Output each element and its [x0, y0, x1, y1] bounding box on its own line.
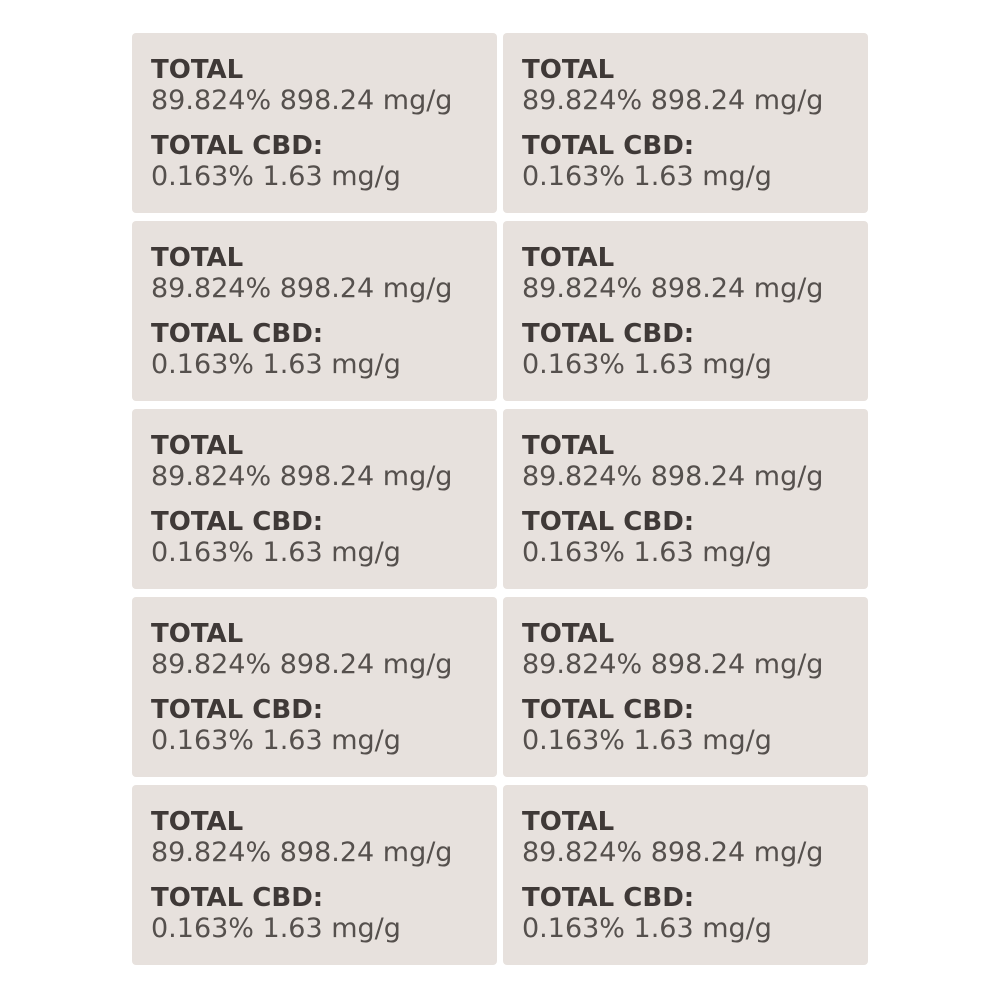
potency-label: TOTAL 89.824% 898.24 mg/g TOTAL CBD: 0.1… [132, 785, 497, 965]
total-value: 89.824% 898.24 mg/g [522, 273, 824, 304]
total-heading: TOTAL [151, 807, 244, 837]
total-cbd-value: 0.163% 1.63 mg/g [151, 725, 401, 756]
total-heading: TOTAL [522, 807, 615, 837]
total-value: 89.824% 898.24 mg/g [151, 273, 453, 304]
total-value: 89.824% 898.24 mg/g [151, 461, 453, 492]
total-value: 89.824% 898.24 mg/g [151, 837, 453, 868]
total-cbd-value: 0.163% 1.63 mg/g [151, 349, 401, 380]
total-cbd-heading: TOTAL CBD: [151, 507, 324, 537]
total-value: 89.824% 898.24 mg/g [522, 837, 824, 868]
total-cbd-value: 0.163% 1.63 mg/g [522, 349, 772, 380]
potency-label: TOTAL 89.824% 898.24 mg/g TOTAL CBD: 0.1… [132, 597, 497, 777]
potency-label: TOTAL 89.824% 898.24 mg/g TOTAL CBD: 0.1… [503, 785, 868, 965]
total-cbd-heading: TOTAL CBD: [151, 319, 324, 349]
total-cbd-heading: TOTAL CBD: [522, 131, 695, 161]
total-cbd-value: 0.163% 1.63 mg/g [151, 537, 401, 568]
potency-label: TOTAL 89.824% 898.24 mg/g TOTAL CBD: 0.1… [503, 33, 868, 213]
total-value: 89.824% 898.24 mg/g [522, 461, 824, 492]
total-cbd-heading: TOTAL CBD: [522, 319, 695, 349]
total-value: 89.824% 898.24 mg/g [522, 85, 824, 116]
total-cbd-heading: TOTAL CBD: [522, 507, 695, 537]
total-heading: TOTAL [522, 431, 615, 461]
total-heading: TOTAL [151, 243, 244, 273]
potency-label: TOTAL 89.824% 898.24 mg/g TOTAL CBD: 0.1… [132, 33, 497, 213]
total-cbd-heading: TOTAL CBD: [151, 695, 324, 725]
potency-label: TOTAL 89.824% 898.24 mg/g TOTAL CBD: 0.1… [503, 597, 868, 777]
total-cbd-value: 0.163% 1.63 mg/g [522, 913, 772, 944]
total-cbd-value: 0.163% 1.63 mg/g [151, 161, 401, 192]
potency-label: TOTAL 89.824% 898.24 mg/g TOTAL CBD: 0.1… [503, 221, 868, 401]
total-cbd-heading: TOTAL CBD: [522, 883, 695, 913]
total-cbd-value: 0.163% 1.63 mg/g [151, 913, 401, 944]
total-cbd-value: 0.163% 1.63 mg/g [522, 537, 772, 568]
total-cbd-heading: TOTAL CBD: [522, 695, 695, 725]
label-grid: TOTAL 89.824% 898.24 mg/g TOTAL CBD: 0.1… [132, 33, 868, 965]
total-heading: TOTAL [522, 619, 615, 649]
total-value: 89.824% 898.24 mg/g [522, 649, 824, 680]
total-heading: TOTAL [151, 619, 244, 649]
total-cbd-heading: TOTAL CBD: [151, 883, 324, 913]
potency-label: TOTAL 89.824% 898.24 mg/g TOTAL CBD: 0.1… [132, 409, 497, 589]
total-cbd-value: 0.163% 1.63 mg/g [522, 725, 772, 756]
total-heading: TOTAL [522, 55, 615, 85]
total-heading: TOTAL [522, 243, 615, 273]
total-value: 89.824% 898.24 mg/g [151, 85, 453, 116]
total-heading: TOTAL [151, 55, 244, 85]
total-value: 89.824% 898.24 mg/g [151, 649, 453, 680]
potency-label: TOTAL 89.824% 898.24 mg/g TOTAL CBD: 0.1… [132, 221, 497, 401]
total-heading: TOTAL [151, 431, 244, 461]
total-cbd-heading: TOTAL CBD: [151, 131, 324, 161]
total-cbd-value: 0.163% 1.63 mg/g [522, 161, 772, 192]
potency-label: TOTAL 89.824% 898.24 mg/g TOTAL CBD: 0.1… [503, 409, 868, 589]
